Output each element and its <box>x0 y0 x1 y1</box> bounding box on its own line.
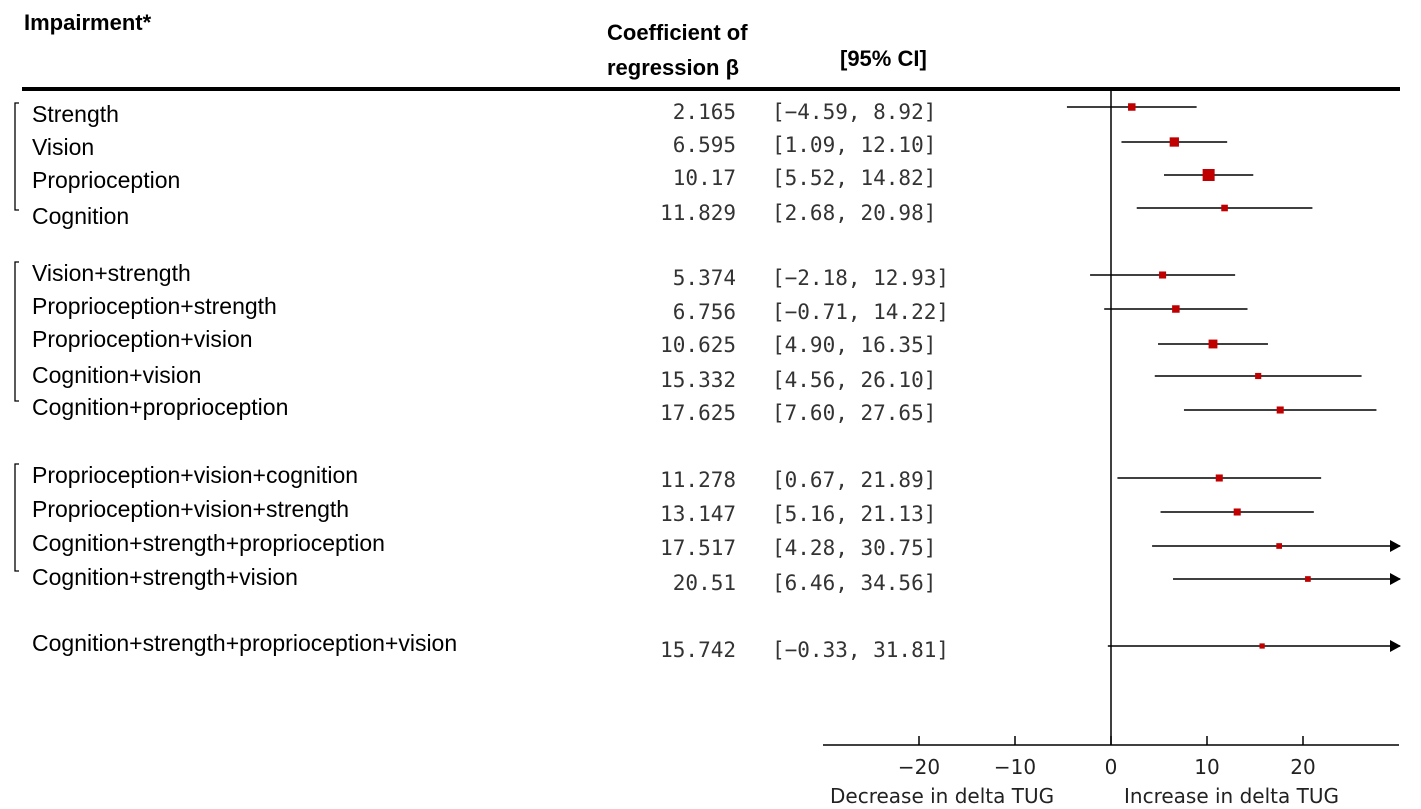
point-estimate-marker <box>1255 372 1262 380</box>
beta-value: 6.756 <box>673 300 736 324</box>
point-estimate-marker <box>1305 576 1311 582</box>
row-label: Proprioception+vision+strength <box>32 496 349 522</box>
beta-value: 17.517 <box>660 536 736 560</box>
row-label: Cognition+strength+vision <box>32 564 298 590</box>
forest-row: Cognition+proprioception 17.625 [7.60, 27.… <box>32 394 1377 425</box>
row-label: Vision <box>32 134 94 160</box>
x-tick-label: 20 <box>1290 755 1315 779</box>
ci-value: [0.67, 21.89] <box>772 468 936 492</box>
forest-row: Vision 6.595 [1.09, 12.10] <box>32 133 1228 160</box>
beta-value: 15.742 <box>660 638 736 662</box>
ci-value: [−4.59, 8.92] <box>772 100 936 124</box>
point-estimate-marker <box>1202 169 1215 181</box>
ci-value: [4.90, 16.35] <box>772 333 936 357</box>
forest-row: Cognition+strength+vision 20.51 [6.46, 34.… <box>32 564 1401 595</box>
beta-value: 11.829 <box>660 201 736 225</box>
group-brackets <box>14 102 19 572</box>
beta-value: 6.595 <box>673 133 736 157</box>
header-ci: [95% CI] <box>840 46 927 71</box>
forest-row: Proprioception+vision 10.625 [4.90, 16.35] <box>32 326 1268 357</box>
x-axis-right-label: Increase in delta TUG <box>1124 784 1339 808</box>
point-estimate-marker <box>1276 543 1283 549</box>
ci-arrow <box>1390 540 1401 552</box>
forest-row: Proprioception+vision+strength 13.147 [5.1… <box>32 496 1314 526</box>
ci-value: [2.68, 20.98] <box>772 201 936 225</box>
point-estimate-marker <box>1233 508 1241 516</box>
row-label: Proprioception+strength <box>32 293 277 319</box>
row-label: Proprioception+vision <box>32 326 253 352</box>
x-tick-label: 10 <box>1194 755 1219 779</box>
row-label: Strength <box>32 101 119 127</box>
x-ticks: −20 −10 0 10 20 <box>898 736 1316 779</box>
beta-value: 11.278 <box>660 468 736 492</box>
row-label: Proprioception+vision+cognition <box>32 462 358 488</box>
x-axis-left-label: Decrease in delta TUG <box>830 784 1054 808</box>
ci-value: [5.52, 14.82] <box>772 166 936 190</box>
point-estimate-marker <box>1159 271 1167 279</box>
ci-arrow <box>1390 640 1401 652</box>
forest-row: Cognition+vision 15.332 [4.56, 26.10] <box>32 362 1362 392</box>
group-bracket <box>14 102 19 211</box>
group-bracket <box>14 261 19 402</box>
beta-value: 5.374 <box>673 266 736 290</box>
ci-value: [1.09, 12.10] <box>772 133 936 157</box>
beta-value: 13.147 <box>660 502 736 526</box>
beta-value: 10.17 <box>673 166 736 190</box>
group-bracket <box>14 463 19 572</box>
ci-value: [4.28, 30.75] <box>772 536 936 560</box>
beta-value: 15.332 <box>660 368 736 392</box>
row-label: Cognition+strength+proprioception <box>32 530 385 556</box>
forest-row: Strength 2.165 [−4.59, 8.92] <box>32 100 1197 127</box>
row-label: Cognition <box>32 203 129 229</box>
point-estimate-marker <box>1221 204 1228 212</box>
ci-arrow <box>1390 573 1401 585</box>
point-estimate-marker <box>1276 406 1284 414</box>
header-impairment: Impairment* <box>24 10 152 35</box>
point-estimate-marker <box>1208 339 1218 349</box>
forest-row: Cognition 11.829 [2.68, 20.98] <box>32 201 1313 229</box>
point-estimate-marker <box>1128 103 1136 111</box>
ci-value: [−0.33, 31.81] <box>772 638 949 662</box>
row-label: Cognition+vision <box>32 362 201 388</box>
beta-value: 10.625 <box>660 333 736 357</box>
x-tick-label: −10 <box>994 755 1036 779</box>
x-axis: −20 −10 0 10 20 Decrease in delta TUG Increa… <box>823 736 1399 808</box>
forest-row: Vision+strength 5.374 [−2.18, 12.93] <box>32 260 1236 290</box>
ci-value: [6.46, 34.56] <box>772 571 936 595</box>
header-coefficient-line1: Coefficient of <box>607 20 748 45</box>
point-estimate-marker <box>1259 643 1265 649</box>
forest-row: Proprioception 10.17 [5.52, 14.82] <box>32 166 1254 193</box>
beta-value: 2.165 <box>673 100 736 124</box>
forest-row: Cognition+strength+proprioception 17.517 [… <box>32 530 1401 560</box>
forest-row: Proprioception+strength 6.756 [−0.71, 14.2… <box>32 293 1248 324</box>
ci-value: [5.16, 21.13] <box>772 502 936 526</box>
beta-value: 20.51 <box>673 571 736 595</box>
point-estimate-marker <box>1169 137 1179 147</box>
forest-rows: Strength 2.165 [−4.59, 8.92] Vision 6.595 [1.… <box>32 100 1401 662</box>
forest-row: Cognition+strength+proprioception+vision… <box>32 630 1401 662</box>
header-coefficient-line2: regression β <box>607 55 739 80</box>
ci-value: [−0.71, 14.22] <box>772 300 949 324</box>
row-label: Cognition+strength+proprioception+vision <box>32 630 457 656</box>
row-label: Proprioception <box>32 167 180 193</box>
point-estimate-marker <box>1215 474 1223 482</box>
x-tick-label: −20 <box>898 755 940 779</box>
ci-value: [7.60, 27.65] <box>772 401 936 425</box>
row-label: Cognition+proprioception <box>32 394 288 420</box>
ci-value: [4.56, 26.10] <box>772 368 936 392</box>
forest-row: Proprioception+vision+cognition 11.278 [0.… <box>32 462 1322 492</box>
point-estimate-marker <box>1172 305 1180 313</box>
x-tick-label: 0 <box>1105 755 1118 779</box>
ci-value: [−2.18, 12.93] <box>772 266 949 290</box>
row-label: Vision+strength <box>32 260 191 286</box>
beta-value: 17.625 <box>660 401 736 425</box>
